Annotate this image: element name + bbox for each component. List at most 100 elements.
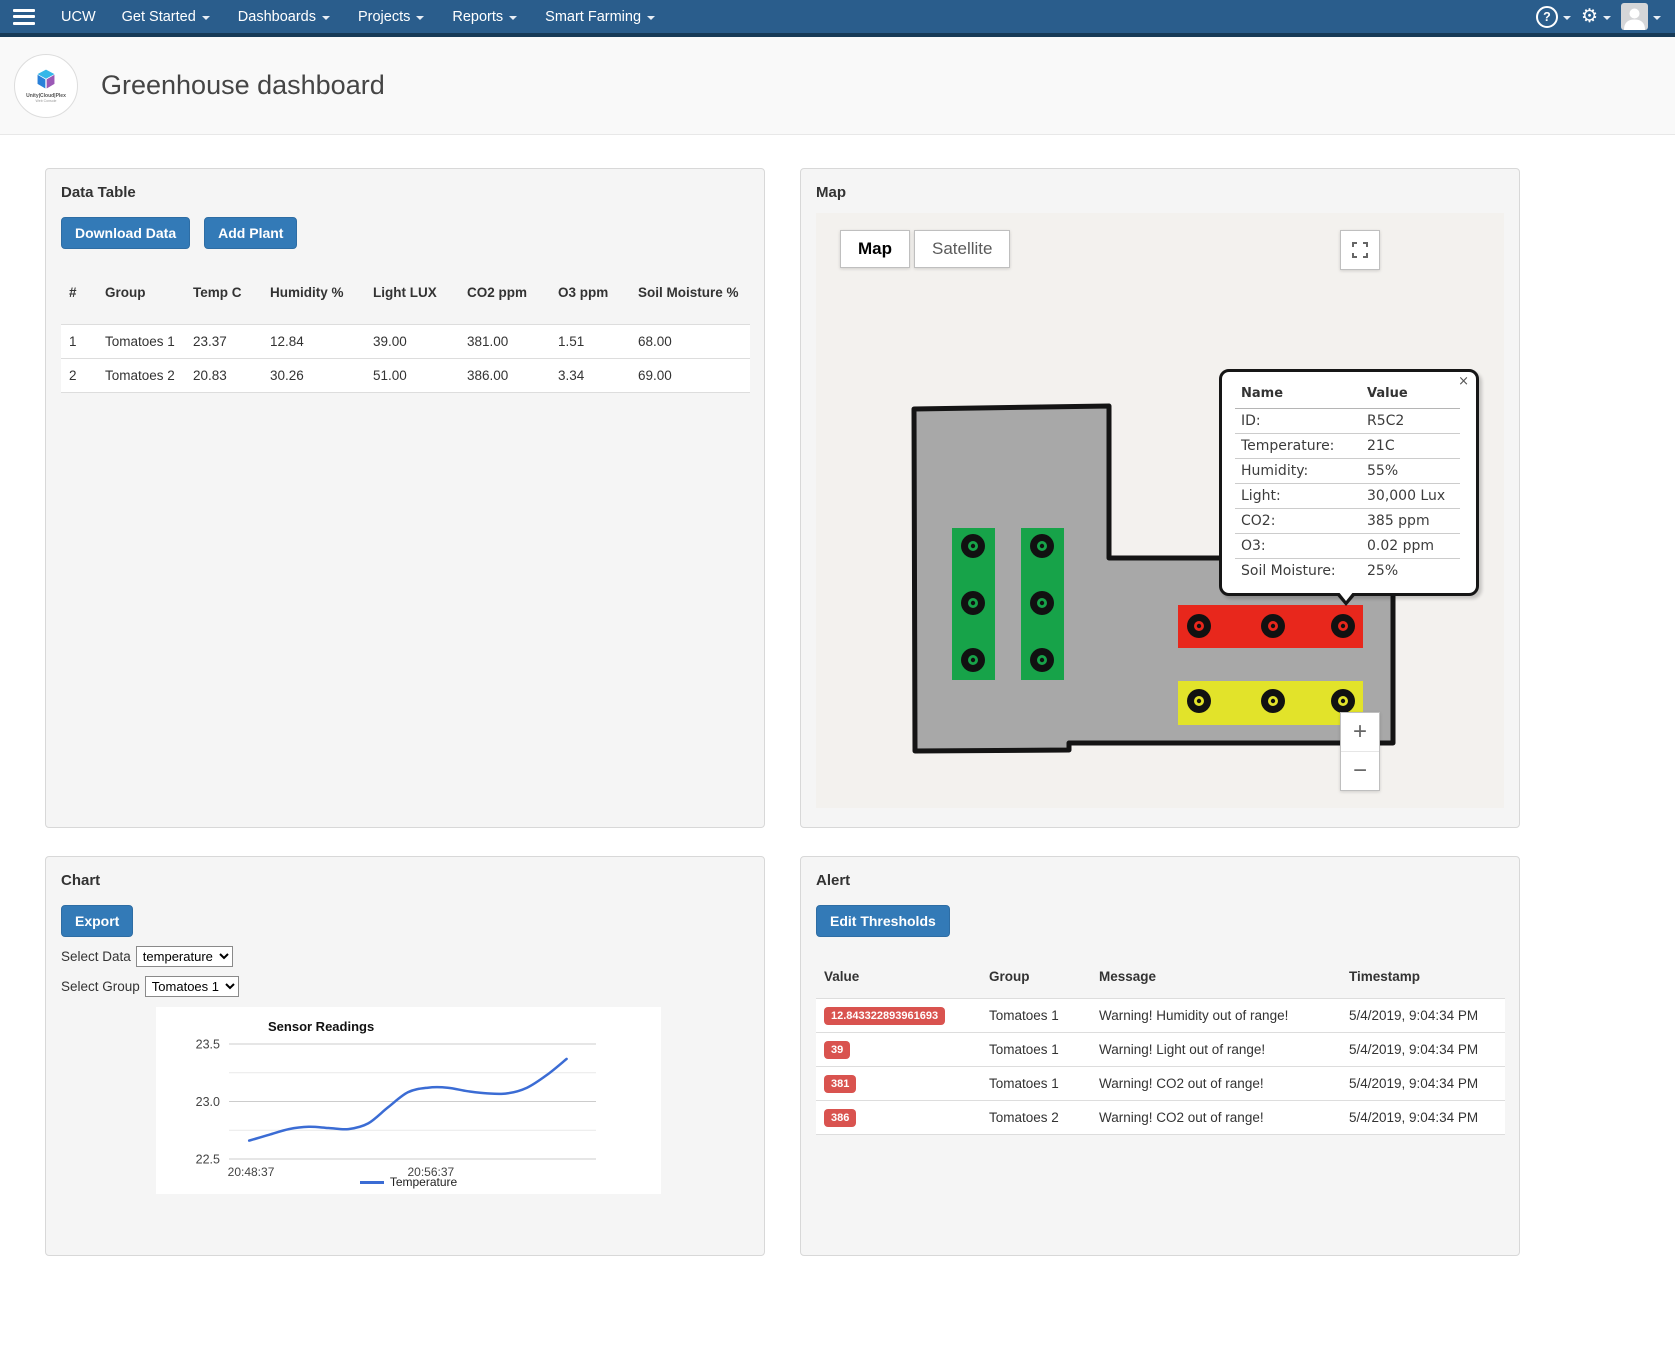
select-data-dropdown[interactable]: temperature	[136, 946, 233, 967]
nav-dashboards[interactable]: Dashboards	[224, 0, 344, 33]
zoom-out-button[interactable]: −	[1341, 752, 1379, 790]
col-co2: CO2 ppm	[459, 279, 550, 325]
satellite-view-button[interactable]: Satellite	[914, 230, 1010, 268]
table-row: 39 Tomatoes 1 Warning! Light out of rang…	[816, 1033, 1505, 1067]
col-message: Message	[1091, 963, 1341, 999]
zoom-in-button[interactable]: +	[1341, 713, 1379, 752]
bench-green-2	[1021, 528, 1064, 680]
logo-subtext: Web Console	[36, 99, 57, 103]
avatar	[1621, 3, 1648, 30]
col-value: Value	[816, 963, 981, 999]
sensor-data-table: # Group Temp C Humidity % Light LUX CO2 …	[61, 279, 750, 393]
sensor-readings-chart: Sensor Readings 23.523.022.520:48:3720:5…	[156, 1007, 661, 1194]
select-group-label: Select Group	[61, 979, 140, 994]
chart-legend: Temperature	[156, 1175, 661, 1189]
user-icon	[1621, 5, 1648, 30]
navbar-brand[interactable]: UCW	[53, 0, 108, 33]
popup-col-name: Name	[1235, 384, 1361, 409]
chevron-down-icon	[1563, 16, 1571, 20]
nav-projects[interactable]: Projects	[344, 0, 438, 33]
table-row: 2 Tomatoes 2 20.83 30.26 51.00 386.00 3.…	[61, 359, 750, 393]
gear-icon: ⚙	[1581, 7, 1598, 26]
map-zoom-control: + −	[1340, 712, 1380, 791]
bench-red	[1178, 605, 1363, 648]
col-light: Light LUX	[365, 279, 459, 325]
alert-value-badge: 381	[824, 1075, 856, 1093]
bench-yellow	[1178, 681, 1363, 725]
select-data-label: Select Data	[61, 949, 131, 964]
sensor-icon[interactable]	[1030, 534, 1054, 558]
app-logo: Unity|Cloud|Plex Web Console	[14, 54, 78, 118]
settings-menu[interactable]: ⚙	[1581, 7, 1611, 26]
sensor-icon[interactable]	[1331, 614, 1355, 638]
table-row: 381 Tomatoes 1 Warning! CO2 out of range…	[816, 1067, 1505, 1101]
sensor-icon[interactable]	[1261, 689, 1285, 713]
fullscreen-button[interactable]	[1340, 230, 1380, 270]
help-menu[interactable]: ?	[1536, 6, 1571, 28]
col-group: Group	[981, 963, 1091, 999]
svg-text:22.5: 22.5	[196, 1153, 220, 1167]
nav-reports[interactable]: Reports	[438, 0, 531, 33]
table-row: 386 Tomatoes 2 Warning! CO2 out of range…	[816, 1101, 1505, 1135]
sensor-icon[interactable]	[1030, 591, 1054, 615]
alert-panel-title: Alert	[816, 872, 1504, 889]
chart-title: Sensor Readings	[268, 1019, 374, 1034]
legend-label: Temperature	[390, 1175, 457, 1189]
top-navbar: UCW Get Started Dashboards Projects Repo…	[0, 0, 1675, 37]
popup-row: Light:30,000 Lux	[1235, 484, 1460, 509]
sensor-info-table: Name Value ID:R5C2 Temperature:21C Humid…	[1235, 384, 1460, 583]
popup-row: O3:0.02 ppm	[1235, 534, 1460, 559]
legend-line-swatch	[360, 1181, 384, 1184]
nav-get-started[interactable]: Get Started	[108, 0, 224, 33]
nav-smart-farming[interactable]: Smart Farming	[531, 0, 669, 33]
download-data-button[interactable]: Download Data	[61, 217, 190, 249]
help-icon: ?	[1536, 6, 1558, 28]
alert-panel: Alert Edit Thresholds Value Group Messag…	[800, 856, 1520, 1256]
popup-row: ID:R5C2	[1235, 409, 1460, 434]
sensor-icon[interactable]	[1261, 614, 1285, 638]
col-index: #	[61, 279, 97, 325]
chevron-down-icon	[416, 16, 424, 20]
sensor-icon[interactable]	[961, 648, 985, 672]
sensor-icon[interactable]	[961, 591, 985, 615]
sensor-icon[interactable]	[1331, 689, 1355, 713]
user-menu[interactable]	[1621, 3, 1661, 30]
edit-thresholds-button[interactable]: Edit Thresholds	[816, 905, 950, 937]
sensor-icon[interactable]	[1187, 689, 1211, 713]
page-title: Greenhouse dashboard	[101, 70, 385, 101]
table-header-row: Value Group Message Timestamp	[816, 963, 1505, 999]
cube-logo-icon	[33, 68, 59, 92]
map-canvas[interactable]: Map Satellite + − ×	[816, 213, 1504, 808]
chevron-down-icon	[647, 16, 655, 20]
map-panel-title: Map	[816, 184, 1504, 201]
alert-value-badge: 386	[824, 1109, 856, 1127]
chevron-down-icon	[202, 16, 210, 20]
close-icon[interactable]: ×	[1458, 374, 1469, 389]
map-view-button[interactable]: Map	[840, 230, 910, 268]
chevron-down-icon	[1603, 16, 1611, 20]
sensor-info-popup: × Name Value ID:R5C2 Temperature:21C Hum…	[1219, 369, 1479, 596]
chevron-down-icon	[509, 16, 517, 20]
export-button[interactable]: Export	[61, 905, 133, 937]
chart-panel-title: Chart	[61, 872, 749, 889]
col-humidity: Humidity %	[262, 279, 365, 325]
data-table-panel: Data Table Download Data Add Plant # Gro…	[45, 168, 765, 828]
sensor-icon[interactable]	[1030, 648, 1054, 672]
add-plant-button[interactable]: Add Plant	[204, 217, 297, 249]
hamburger-menu-icon[interactable]	[13, 9, 35, 25]
popup-row: Humidity:55%	[1235, 459, 1460, 484]
table-row: 1 Tomatoes 1 23.37 12.84 39.00 381.00 1.…	[61, 325, 750, 359]
popup-row: Soil Moisture:25%	[1235, 559, 1460, 584]
popup-row: Temperature:21C	[1235, 434, 1460, 459]
table-row: 12.843322893961693 Tomatoes 1 Warning! H…	[816, 999, 1505, 1033]
select-group-dropdown[interactable]: Tomatoes 1	[145, 976, 239, 997]
col-group: Group	[97, 279, 185, 325]
fullscreen-icon	[1352, 242, 1368, 258]
svg-text:23.0: 23.0	[196, 1095, 220, 1109]
sensor-icon[interactable]	[961, 534, 985, 558]
alert-table: Value Group Message Timestamp 12.8433228…	[816, 963, 1505, 1135]
map-panel: Map	[800, 168, 1520, 828]
sensor-icon[interactable]	[1187, 614, 1211, 638]
page-header: Unity|Cloud|Plex Web Console Greenhouse …	[0, 37, 1675, 135]
col-temp: Temp C	[185, 279, 262, 325]
